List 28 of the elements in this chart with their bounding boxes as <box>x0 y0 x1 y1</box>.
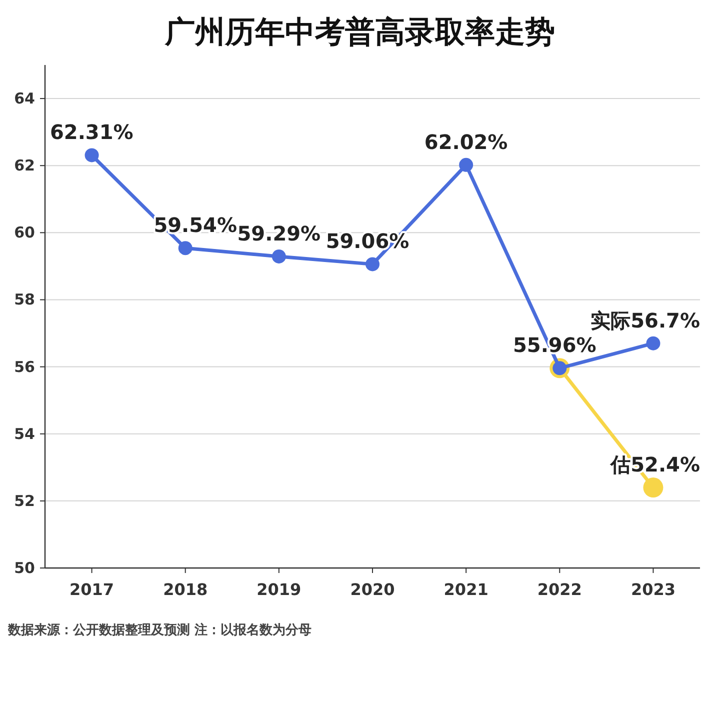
y-tick-label: 62 <box>14 156 35 175</box>
source-note: 数据来源：公开数据整理及预测 注：以报名数为分母 <box>7 622 312 638</box>
data-label: 62.31% <box>50 120 134 144</box>
x-tick-label: 2020 <box>350 580 395 599</box>
point <box>646 336 660 350</box>
data-label: 59.29% <box>237 221 321 246</box>
data-label: 实际56.7% <box>590 308 700 332</box>
point <box>178 241 192 256</box>
x-tick-label: 2019 <box>256 580 302 599</box>
x-tick-label: 2018 <box>163 580 208 599</box>
point <box>272 249 286 264</box>
x-tick-label: 2023 <box>630 580 676 599</box>
point <box>84 148 99 162</box>
x-tick-label: 2017 <box>70 580 114 599</box>
data-label: 62.02% <box>424 130 508 154</box>
y-tick-label: 64 <box>14 90 35 108</box>
y-tick-label: 50 <box>14 559 35 577</box>
chart-title: 广州历年中考普高录取率走势 <box>164 15 555 50</box>
y-tick-label: 52 <box>14 492 35 510</box>
y-tick-label: 56 <box>14 358 35 376</box>
y-tick-label: 54 <box>14 424 35 443</box>
y-tick-label: 60 <box>14 224 35 242</box>
point <box>366 257 380 272</box>
point <box>459 158 474 172</box>
x-tick-label: 2021 <box>444 580 488 599</box>
point <box>643 478 664 498</box>
x-tick-label: 2022 <box>537 580 582 599</box>
y-tick-label: 58 <box>14 290 35 309</box>
